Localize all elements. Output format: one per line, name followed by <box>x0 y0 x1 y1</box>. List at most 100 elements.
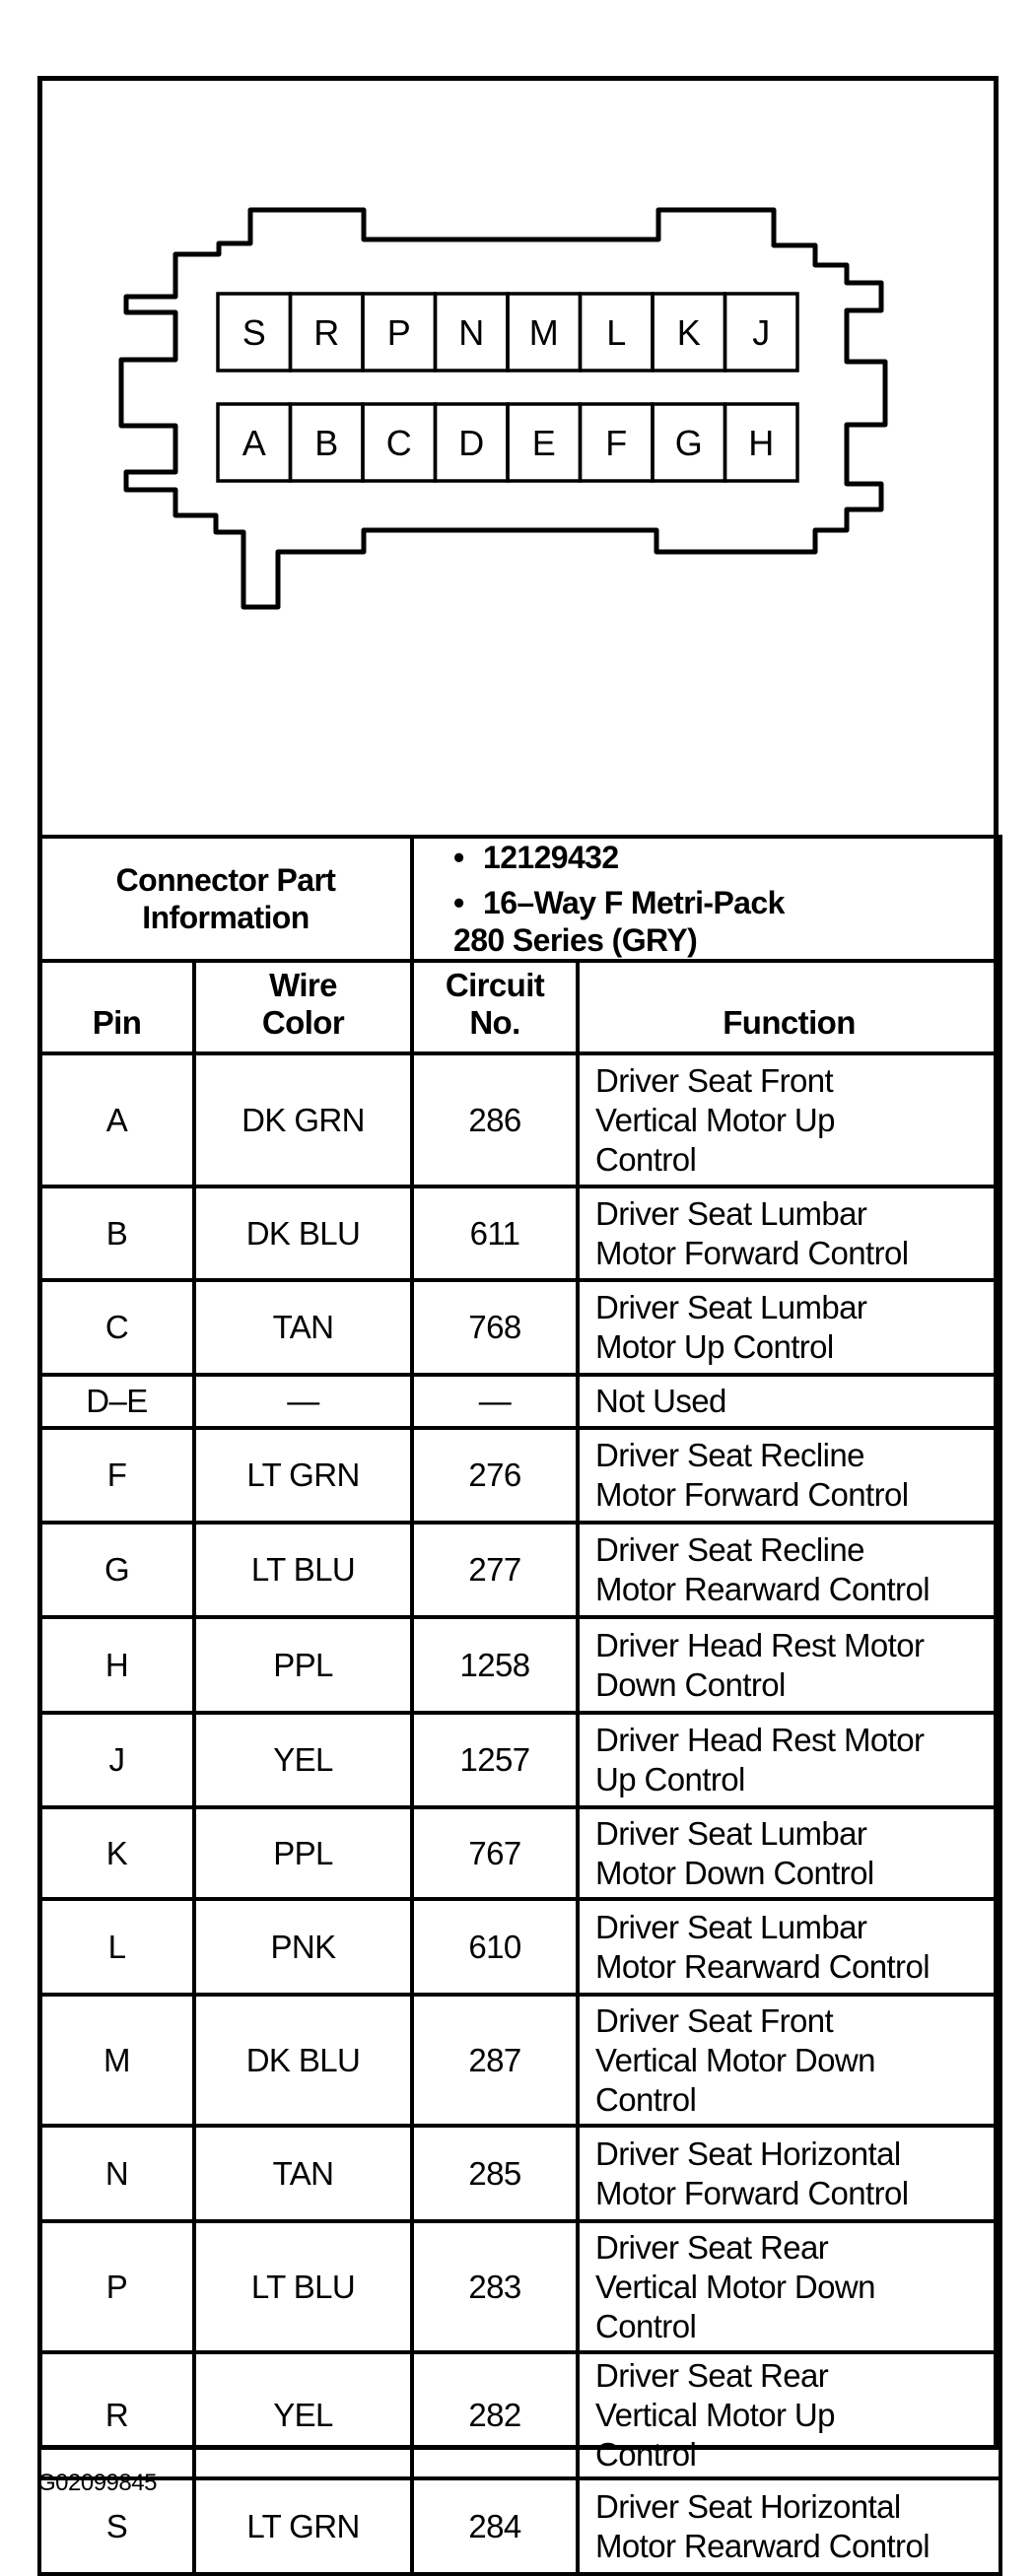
pin-label: K <box>677 312 701 353</box>
pin-label: A <box>242 423 266 463</box>
function-line: Driver Seat Horizontal <box>595 2487 901 2525</box>
function-line: Not Used <box>595 1383 726 1419</box>
function-line: Driver Seat Lumbar <box>595 1194 867 1232</box>
header-text: Wire <box>269 967 337 1003</box>
function-line: Control <box>595 2307 697 2344</box>
header-wire-color: Wire Color <box>192 959 414 1055</box>
pin-cavity <box>723 292 799 373</box>
table-row: M DK BLU 287 Driver Seat Front Vertical Moto… <box>37 1993 1002 2128</box>
pin-cell: M <box>37 1993 196 2128</box>
wire-color-cell: PNK <box>192 1897 414 1997</box>
wire-color-cell: PPL <box>192 1805 414 1901</box>
function-cell: Driver Seat Lumbar Motor Rearward Control <box>576 1897 1002 1997</box>
function-line: Motor Down Control <box>595 1854 874 1891</box>
part-info-label-line: Connector Part <box>115 862 336 898</box>
circuit-cell: 284 <box>410 2476 580 2576</box>
pin-label: S <box>242 312 266 353</box>
pin-label: C <box>386 423 412 463</box>
function-cell: Driver Seat Recline Motor Rearward Contro… <box>576 1521 1002 1619</box>
table-row: H PPL 1258 Driver Head Rest Motor Down Contr… <box>37 1615 1002 1715</box>
function-line: Vertical Motor Down <box>595 2268 875 2305</box>
function-line: Motor Forward Control <box>595 1476 909 1513</box>
table-row: L PNK 610 Driver Seat Lumbar Motor Rearward … <box>37 1897 1002 1997</box>
function-line: Driver Seat Front <box>595 2001 834 2039</box>
figure-code: G02099845 <box>37 2470 157 2496</box>
circuit-cell: 1257 <box>410 1711 580 1809</box>
function-cell: Driver Seat Horizontal Motor Forward Cont… <box>576 2124 1002 2223</box>
function-line: Driver Seat Rear <box>595 2228 829 2266</box>
table-row: N TAN 285 Driver Seat Horizontal Motor Forwa… <box>37 2124 1002 2223</box>
pin-cell: S <box>37 2476 196 2576</box>
function-line: Control <box>595 1140 697 1178</box>
pin-cell: K <box>37 1805 196 1901</box>
function-line: Vertical Motor Up <box>595 1101 836 1138</box>
pin-label: L <box>606 312 626 353</box>
pin-label: M <box>529 312 559 353</box>
pin-cell: P <box>37 2219 196 2354</box>
part-info-label: Connector Part Information <box>37 835 414 963</box>
function-line: Driver Seat Lumbar <box>595 1908 867 1945</box>
pin-cell: G <box>37 1521 196 1619</box>
table-row: R YEL 282 Driver Seat Rear Vertical Motor Up… <box>37 2350 1002 2480</box>
function-line: Driver Head Rest Motor <box>595 1626 925 1663</box>
circuit-cell: 282 <box>410 2350 580 2480</box>
pin-row-bottom: A B C D E F G H <box>216 402 799 483</box>
circuit-cell: 286 <box>410 1051 580 1188</box>
pin-label: R <box>313 312 339 353</box>
pin-cell: R <box>37 2350 196 2480</box>
function-line: Driver Seat Horizontal <box>595 2135 901 2172</box>
pin-label: H <box>748 423 774 463</box>
table-row: A DK GRN 286 Driver Seat Front Vertical Moto… <box>37 1051 1002 1188</box>
wire-color-cell: LT GRN <box>192 2476 414 2576</box>
pin-label: E <box>532 423 556 463</box>
function-line: Driver Seat Front <box>595 1061 834 1099</box>
pin-label: J <box>752 312 770 353</box>
function-line: Vertical Motor Down <box>595 2041 875 2078</box>
function-cell: Driver Seat Recline Motor Forward Control <box>576 1426 1002 1525</box>
wire-color-cell: DK BLU <box>192 1993 414 2128</box>
function-line: Vertical Motor Up <box>595 2397 836 2433</box>
function-cell: Driver Head Rest Motor Down Control <box>576 1615 1002 1715</box>
function-line: Up Control <box>595 1761 745 1797</box>
circuit-cell: 767 <box>410 1805 580 1901</box>
header-text: Circuit <box>445 967 545 1003</box>
table-row: P LT BLU 283 Driver Seat Rear Vertical Motor… <box>37 2219 1002 2354</box>
function-line: Driver Seat Recline <box>595 1437 864 1473</box>
circuit-cell: 287 <box>410 1993 580 2128</box>
pin-label: G <box>675 423 703 463</box>
table-row: J YEL 1257 Driver Head Rest Motor Up Control <box>37 1711 1002 1809</box>
wire-color-cell: DK GRN <box>192 1051 414 1188</box>
pin-label: P <box>387 312 411 353</box>
pin-label: B <box>314 423 338 463</box>
function-line: Motor Rearward Control <box>595 1947 931 1985</box>
wire-color-cell: LT BLU <box>192 2219 414 2354</box>
pin-cavity <box>723 402 799 483</box>
function-cell: Driver Seat Front Vertical Motor Down Cont… <box>576 1993 1002 2128</box>
wire-color-cell: LT BLU <box>192 1521 414 1619</box>
wire-color-cell: LT GRN <box>192 1426 414 1525</box>
pin-cell: N <box>37 2124 196 2223</box>
function-line: Driver Seat Rear <box>595 2357 829 2394</box>
connector-series: 280 Series (GRY) <box>453 922 698 958</box>
header-pin: Pin <box>37 959 196 1055</box>
wire-color-cell: — <box>192 1373 414 1430</box>
wire-color-cell: TAN <box>192 2124 414 2223</box>
function-cell: Driver Seat Rear Vertical Motor Down Contr… <box>576 2219 1002 2354</box>
pin-cell: F <box>37 1426 196 1525</box>
pin-cell: D–E <box>37 1373 196 1430</box>
bullet-icon: • <box>453 840 464 875</box>
circuit-cell: 611 <box>410 1185 580 1282</box>
connector-outline <box>118 207 888 610</box>
circuit-cell: 276 <box>410 1426 580 1525</box>
function-line: Motor Rearward Control <box>595 2527 931 2564</box>
pin-cell: J <box>37 1711 196 1809</box>
function-line: Control <box>595 2436 697 2473</box>
part-info-values: • 12129432 • 16–Way F Metri-Pack 280 Serie… <box>410 835 1002 963</box>
connector-pinout-table: Connector Part Information • 12129432 • 16… <box>37 835 1002 2576</box>
function-cell: Driver Head Rest Motor Up Control <box>576 1711 1002 1809</box>
function-line: Down Control <box>595 1665 786 1703</box>
circuit-cell: 768 <box>410 1278 580 1377</box>
function-cell: Driver Seat Lumbar Motor Forward Control <box>576 1185 1002 1282</box>
table-row: F LT GRN 276 Driver Seat Recline Motor Forwa… <box>37 1426 1002 1525</box>
